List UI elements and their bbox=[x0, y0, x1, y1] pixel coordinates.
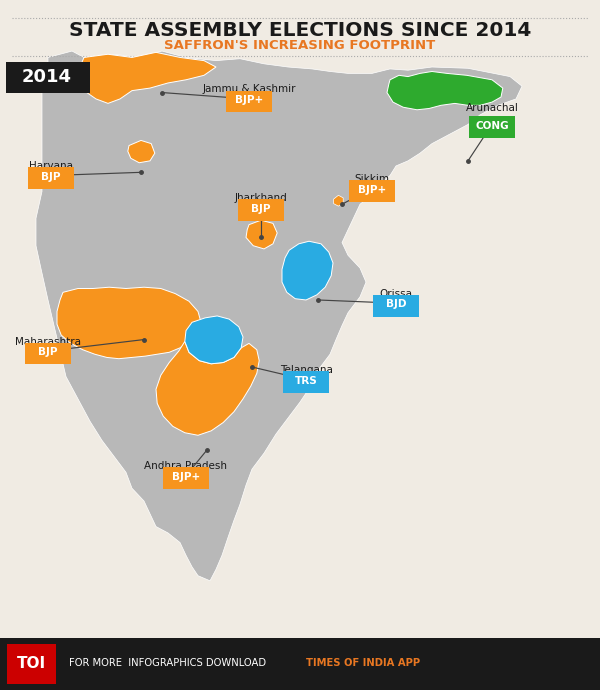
Text: Andhra Pradesh: Andhra Pradesh bbox=[145, 461, 227, 471]
Text: BJP+: BJP+ bbox=[235, 95, 263, 105]
Polygon shape bbox=[334, 195, 343, 206]
Polygon shape bbox=[156, 342, 259, 435]
FancyBboxPatch shape bbox=[283, 371, 329, 393]
Text: TIMES OF INDIA APP: TIMES OF INDIA APP bbox=[306, 658, 420, 668]
Text: Telangana: Telangana bbox=[280, 365, 332, 375]
Text: SAFFRON'S INCREASING FOOTPRINT: SAFFRON'S INCREASING FOOTPRINT bbox=[164, 39, 436, 52]
FancyBboxPatch shape bbox=[163, 467, 209, 489]
Text: BJP: BJP bbox=[251, 204, 271, 214]
Text: Jammu & Kashmir: Jammu & Kashmir bbox=[202, 84, 296, 95]
Polygon shape bbox=[78, 52, 216, 104]
Text: STATE ASSEMBLY ELECTIONS SINCE 2014: STATE ASSEMBLY ELECTIONS SINCE 2014 bbox=[69, 21, 531, 40]
FancyBboxPatch shape bbox=[28, 167, 74, 189]
Text: TOI: TOI bbox=[17, 656, 46, 671]
Text: FOR MORE  INFOGRAPHICS DOWNLOAD: FOR MORE INFOGRAPHICS DOWNLOAD bbox=[69, 658, 272, 668]
Text: Sikkim: Sikkim bbox=[355, 174, 389, 184]
Text: BJP+: BJP+ bbox=[358, 184, 386, 195]
Text: Jharkhand: Jharkhand bbox=[235, 193, 287, 203]
Text: BJD: BJD bbox=[386, 299, 406, 309]
FancyBboxPatch shape bbox=[7, 644, 56, 684]
FancyBboxPatch shape bbox=[373, 295, 419, 317]
Text: Haryana: Haryana bbox=[29, 161, 73, 171]
Text: 2014: 2014 bbox=[22, 68, 72, 86]
Polygon shape bbox=[246, 220, 277, 249]
Text: BJP: BJP bbox=[38, 347, 58, 357]
Text: Pradesh: Pradesh bbox=[471, 117, 513, 127]
Text: Arunachal: Arunachal bbox=[466, 103, 518, 113]
Text: Maharashtra: Maharashtra bbox=[15, 337, 81, 346]
FancyBboxPatch shape bbox=[25, 343, 71, 364]
Text: BJP: BJP bbox=[41, 172, 61, 181]
Text: BJP+: BJP+ bbox=[172, 472, 200, 482]
Polygon shape bbox=[128, 140, 155, 163]
FancyBboxPatch shape bbox=[238, 199, 284, 221]
Polygon shape bbox=[185, 316, 243, 364]
Text: CONG: CONG bbox=[475, 121, 509, 130]
Polygon shape bbox=[36, 51, 522, 581]
Polygon shape bbox=[57, 287, 201, 359]
Polygon shape bbox=[282, 241, 333, 300]
Polygon shape bbox=[387, 72, 503, 110]
FancyBboxPatch shape bbox=[6, 62, 90, 92]
FancyBboxPatch shape bbox=[349, 180, 395, 201]
Text: TRS: TRS bbox=[295, 376, 317, 386]
FancyBboxPatch shape bbox=[226, 90, 272, 112]
FancyBboxPatch shape bbox=[469, 116, 515, 138]
FancyBboxPatch shape bbox=[0, 638, 600, 690]
Text: Orissa: Orissa bbox=[380, 288, 413, 299]
